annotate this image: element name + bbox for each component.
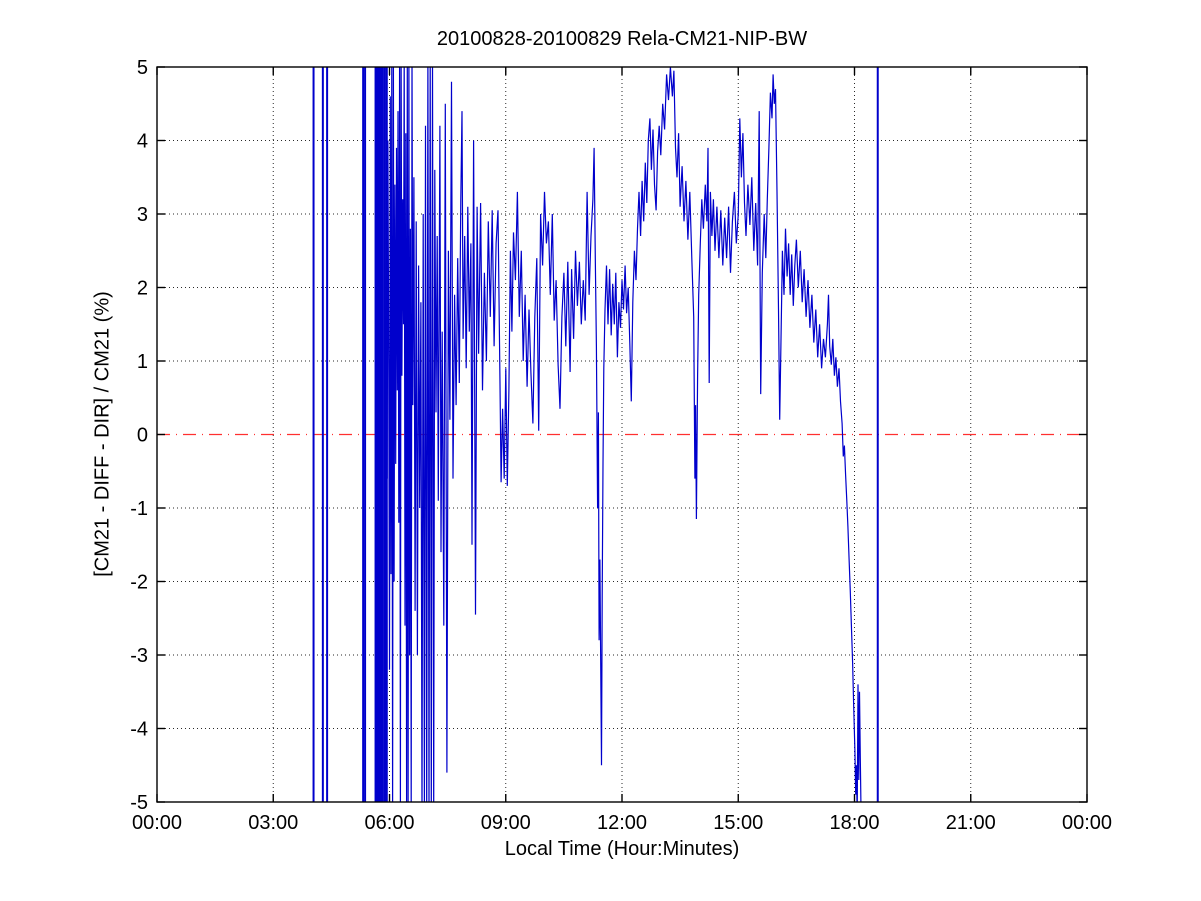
y-tick-label: -3 xyxy=(130,645,148,667)
y-tick-label: -4 xyxy=(130,719,148,741)
y-tick-label: 3 xyxy=(137,204,148,226)
x-tick-label: 00:00 xyxy=(132,812,182,834)
y-tick-label: -2 xyxy=(130,572,148,594)
x-tick-label: 18:00 xyxy=(829,812,879,834)
y-tick-label: 5 xyxy=(137,57,148,79)
y-tick-label: 2 xyxy=(137,278,148,300)
y-tick-label: 1 xyxy=(137,351,148,373)
y-tick-label: 4 xyxy=(137,131,148,153)
y-tick-label: -1 xyxy=(130,498,148,520)
y-tick-label: 0 xyxy=(137,425,148,447)
x-tick-label: 12:00 xyxy=(597,812,647,834)
y-tick-label: -5 xyxy=(130,792,148,814)
x-axis-label: Local Time (Hour:Minutes) xyxy=(504,838,740,860)
x-tick-label: 00:00 xyxy=(1062,812,1112,834)
x-tick-label: 09:00 xyxy=(481,812,531,834)
data-series-line xyxy=(385,67,862,802)
x-tick-label: 15:00 xyxy=(713,812,763,834)
x-tick-label: 06:00 xyxy=(364,812,414,834)
chart-title: 20100828-20100829 Rela-CM21-NIP-BW xyxy=(436,28,808,50)
x-tick-label: 03:00 xyxy=(248,812,298,834)
x-tick-label: 21:00 xyxy=(946,812,996,834)
